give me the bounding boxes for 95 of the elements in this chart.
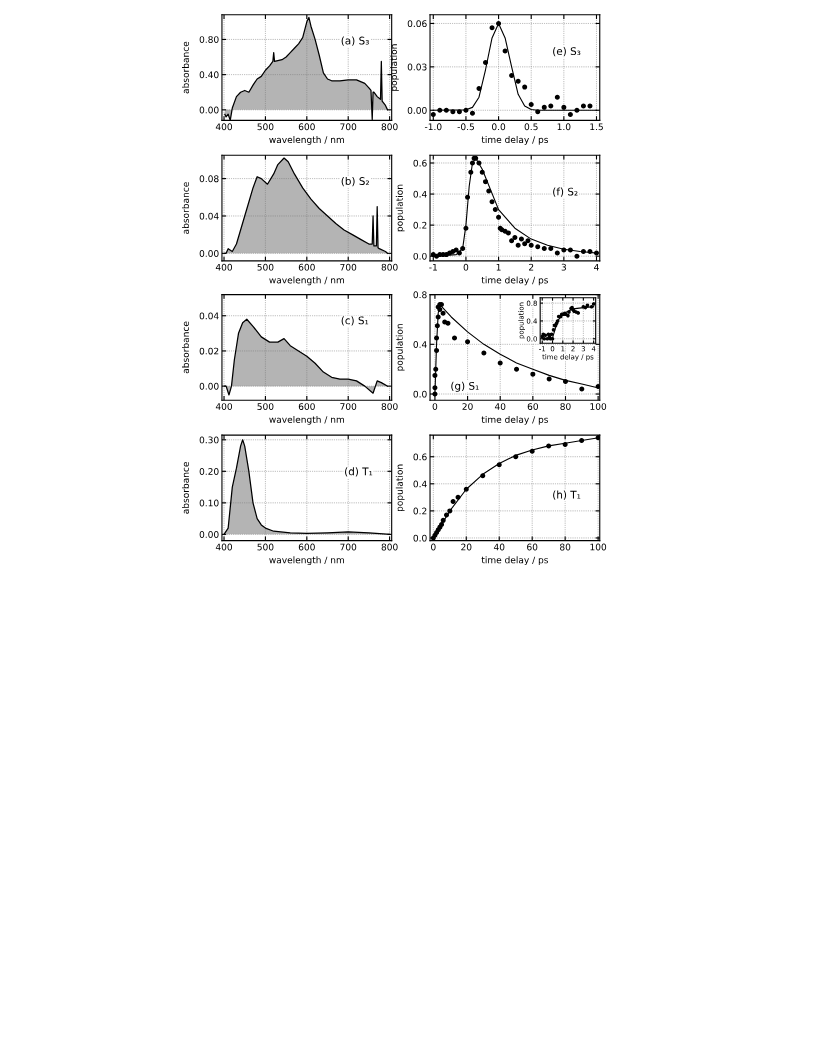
y-tick-label: 0.2 [413, 507, 427, 515]
y-tick-label: 0.00 [199, 250, 219, 257]
x-tick-label: 0 [431, 543, 436, 551]
x-tick-label: 0 [463, 263, 469, 271]
x-axis-title: time delay / ps [481, 136, 549, 145]
x-tick-label: 400 [215, 123, 233, 131]
x-tick-label: 800 [381, 123, 398, 131]
x-tick-label: 80 [560, 403, 571, 410]
y-tick-label: 0.40 [199, 71, 219, 79]
y-tick-label: 0.0 [413, 252, 427, 260]
annotation: (c) S₁ [341, 316, 369, 326]
x-tick-label: 60 [527, 403, 538, 410]
x-tick-label: -1 [429, 263, 437, 271]
x-tick-label: 600 [298, 403, 315, 410]
y-tick-label: 0.2 [413, 221, 427, 229]
x-tick-label: 40 [494, 403, 506, 410]
annotation: (g) S₁ [451, 381, 479, 392]
x-axis-title: wavelength / nm [269, 136, 344, 145]
y-tick-label: 0.4 [413, 190, 427, 198]
y-tick-label: 0.00 [199, 531, 219, 538]
x-tick-label: 700 [340, 403, 357, 410]
x-tick-label: 600 [298, 123, 315, 131]
x-tick-label: 1.5 [590, 123, 603, 131]
y-tick-label: 0.4 [413, 480, 427, 488]
x-tick-label: 500 [257, 403, 274, 410]
x-tick-label: 500 [257, 123, 274, 131]
x-axis-title: wavelength / nm [269, 556, 344, 566]
x-tick-label: 800 [381, 403, 398, 410]
x-tick-label: 500 [257, 263, 274, 271]
x-tick-label: 60 [527, 543, 538, 551]
x-tick-label: 700 [340, 543, 357, 551]
x-tick-label: 4 [594, 263, 599, 271]
x-tick-label: -1.0 [424, 123, 442, 131]
y-axis-title: population [390, 44, 399, 91]
y-axis-title: absorbance [182, 321, 189, 374]
annotation: (b) S₂ [341, 176, 369, 187]
y-tick-label: 0.0 [413, 534, 427, 542]
y-tick-label: 0.0 [413, 390, 427, 398]
x-tick-label: 3 [561, 263, 566, 271]
x-tick-label: 0.5 [524, 123, 538, 131]
y-tick-label: 0.00 [199, 382, 219, 390]
y-axis-title: population [395, 464, 405, 512]
y-tick-label: 0.6 [413, 453, 427, 461]
x-tick-label: 100 [590, 403, 607, 410]
x-tick-label: 40 [493, 543, 505, 551]
annotation: (f) S₂ [553, 187, 578, 197]
y-tick-label: 0.00 [199, 106, 219, 114]
x-axis-title: wavelength / nm [269, 415, 344, 425]
x-tick-label: 400 [215, 543, 233, 551]
annotation: (e) S₃ [553, 47, 581, 57]
annotation: (h) T₁ [553, 490, 581, 500]
x-tick-label: 0.0 [491, 123, 506, 131]
y-axis-title: absorbance [182, 462, 189, 514]
x-tick-label: 400 [215, 403, 233, 410]
x-tick-label: 600 [298, 263, 315, 271]
y-axis-title: population [395, 324, 405, 371]
y-tick-label: 0.20 [199, 468, 219, 475]
y-tick-label: 0.4 [413, 341, 427, 348]
y-tick-label: 0.04 [199, 212, 219, 220]
x-tick-label: 2 [529, 263, 534, 271]
y-tick-label: 0.8 [413, 291, 427, 299]
x-tick-label: 20 [462, 403, 473, 410]
annotation: (d) T₁ [345, 467, 373, 477]
x-tick-label: -0.5 [457, 123, 474, 131]
x-tick-label: 1.0 [557, 123, 571, 131]
x-tick-label: 0 [432, 403, 438, 410]
y-tick-label: 0.00 [407, 106, 427, 114]
y-tick-label: 0.02 [199, 347, 219, 355]
x-axis-title: wavelength / nm [269, 276, 344, 286]
x-axis-title: time delay / ps [481, 556, 549, 566]
annotation: (a) S₃ [341, 36, 369, 46]
y-axis-title: absorbance [182, 41, 189, 94]
x-axis-title: time delay / ps [481, 415, 549, 425]
x-tick-label: 700 [340, 123, 357, 131]
x-tick-label: 400 [215, 263, 233, 271]
x-tick-label: 80 [560, 543, 571, 551]
y-tick-label: 0.30 [199, 436, 219, 444]
x-tick-label: 500 [257, 543, 274, 551]
y-tick-label: 0.80 [199, 36, 219, 43]
y-axis-title: population [395, 184, 405, 232]
x-axis-title: time delay / ps [481, 276, 549, 286]
y-tick-label: 0.08 [199, 175, 219, 183]
y-tick-label: 0.6 [413, 159, 427, 167]
y-tick-label: 0.06 [407, 20, 427, 28]
y-tick-label: 0.04 [199, 312, 219, 320]
x-tick-label: 100 [590, 543, 607, 551]
x-tick-label: 800 [381, 263, 398, 271]
x-tick-label: 20 [461, 543, 472, 551]
x-tick-label: 700 [340, 263, 357, 271]
y-axis-title: absorbance [182, 182, 189, 234]
x-tick-label: 800 [381, 543, 398, 551]
y-tick-label: 0.10 [199, 499, 219, 507]
x-tick-label: 1 [496, 263, 501, 271]
y-tick-label: 0.03 [407, 63, 427, 71]
x-tick-label: 600 [298, 543, 315, 551]
